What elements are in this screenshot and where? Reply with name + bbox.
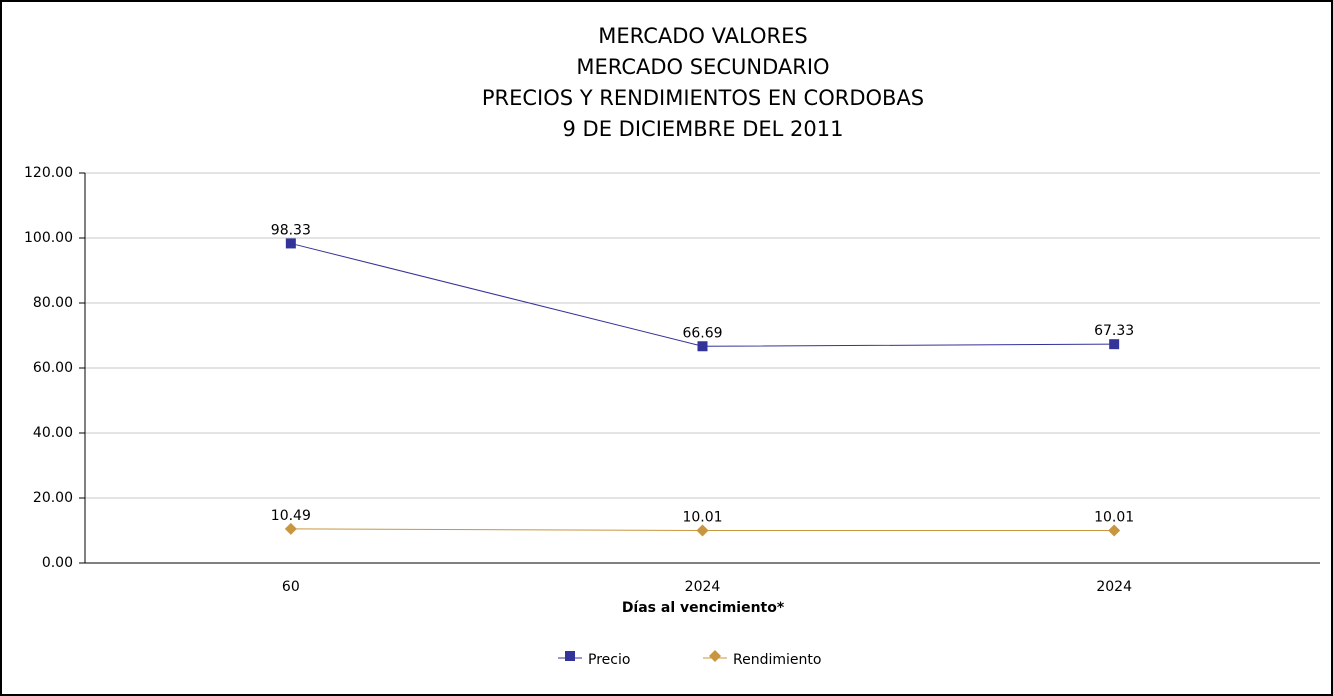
data-label: 10.49 bbox=[271, 508, 311, 524]
y-tick-label: 80.00 bbox=[33, 295, 73, 311]
y-tick-label: 20.00 bbox=[33, 490, 73, 506]
legend-label: Precio bbox=[588, 652, 630, 668]
data-label: 10.01 bbox=[1094, 509, 1134, 525]
data-point bbox=[696, 524, 709, 537]
chart-title: MERCADO SECUNDARIO bbox=[576, 55, 829, 79]
x-tick-label: 2024 bbox=[1096, 579, 1132, 595]
data-point bbox=[697, 341, 708, 352]
legend-marker bbox=[709, 650, 721, 662]
x-tick-label: 2024 bbox=[685, 579, 721, 595]
y-tick-label: 100.00 bbox=[24, 230, 73, 246]
chart-title: MERCADO VALORES bbox=[598, 24, 807, 48]
legend-label: Rendimiento bbox=[733, 652, 821, 668]
y-tick-label: 120.00 bbox=[24, 165, 73, 181]
data-point bbox=[1109, 339, 1120, 350]
x-tick-label: 60 bbox=[282, 579, 300, 595]
data-label: 66.69 bbox=[682, 325, 722, 341]
chart-title: 9 DE DICIEMBRE DEL 2011 bbox=[563, 117, 844, 141]
data-label: 10.01 bbox=[682, 509, 722, 525]
y-tick-label: 60.00 bbox=[33, 360, 73, 376]
data-label: 98.33 bbox=[271, 222, 311, 238]
legend-marker bbox=[565, 651, 575, 661]
y-tick-label: 0.00 bbox=[42, 555, 73, 571]
x-axis-label: Días al vencimiento* bbox=[622, 600, 785, 616]
data-label: 67.33 bbox=[1094, 323, 1134, 339]
chart-title: PRECIOS Y RENDIMIENTOS EN CORDOBAS bbox=[482, 86, 924, 110]
data-point bbox=[285, 238, 296, 249]
data-point bbox=[1108, 524, 1121, 537]
y-tick-label: 40.00 bbox=[33, 425, 73, 441]
data-point bbox=[284, 522, 297, 535]
